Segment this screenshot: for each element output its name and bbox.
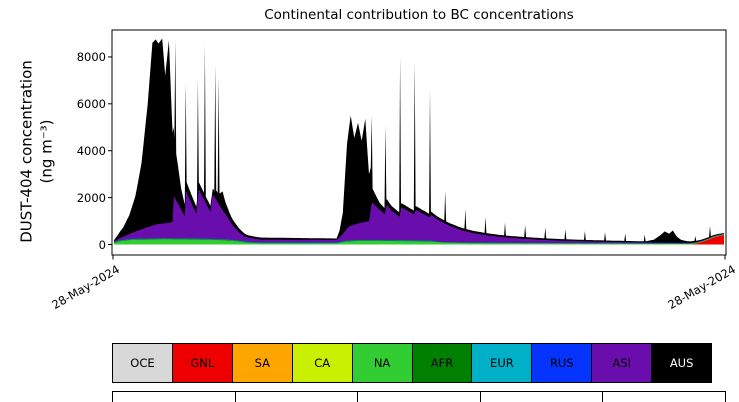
legend-item-sa: SA: [231, 343, 293, 383]
legend-second-row-cell: [113, 392, 236, 402]
legend-item-afr: AFR: [411, 343, 473, 383]
y-tick-label-8000: 8000: [76, 50, 106, 65]
legend-item-oce: OCE: [112, 343, 173, 383]
legend-second-row: [112, 391, 726, 402]
legend-second-row-cell: [603, 392, 725, 402]
area-series-na: [114, 234, 724, 245]
y-tick-label-2000: 2000: [76, 191, 106, 205]
legend-second-row-cell: [481, 392, 604, 402]
legend-second-row-cell: [358, 392, 481, 402]
legend-item-ca: CA: [291, 343, 353, 383]
y-tick-label-0: 0: [98, 238, 106, 252]
y-tick-label-6000: 6000: [76, 97, 106, 112]
legend-second-row-cell: [236, 392, 359, 402]
chart-title: Continental contribution to BC concentra…: [264, 7, 574, 23]
axes-frame: [111, 29, 727, 256]
legend-item-na: NA: [351, 343, 413, 383]
legend-item-asi: ASI: [591, 343, 653, 383]
legend-item-eur: EUR: [471, 343, 533, 383]
legend-item-aus: AUS: [651, 343, 713, 383]
legend-item-rus: RUS: [531, 343, 593, 383]
y-tick-label-4000: 4000: [76, 144, 106, 159]
legend-item-gnl: GNL: [171, 343, 233, 383]
area-series-asi: [114, 189, 724, 245]
legend: OCE GNL SA CA NA AFR EUR RUS ASI AUS: [112, 343, 713, 383]
